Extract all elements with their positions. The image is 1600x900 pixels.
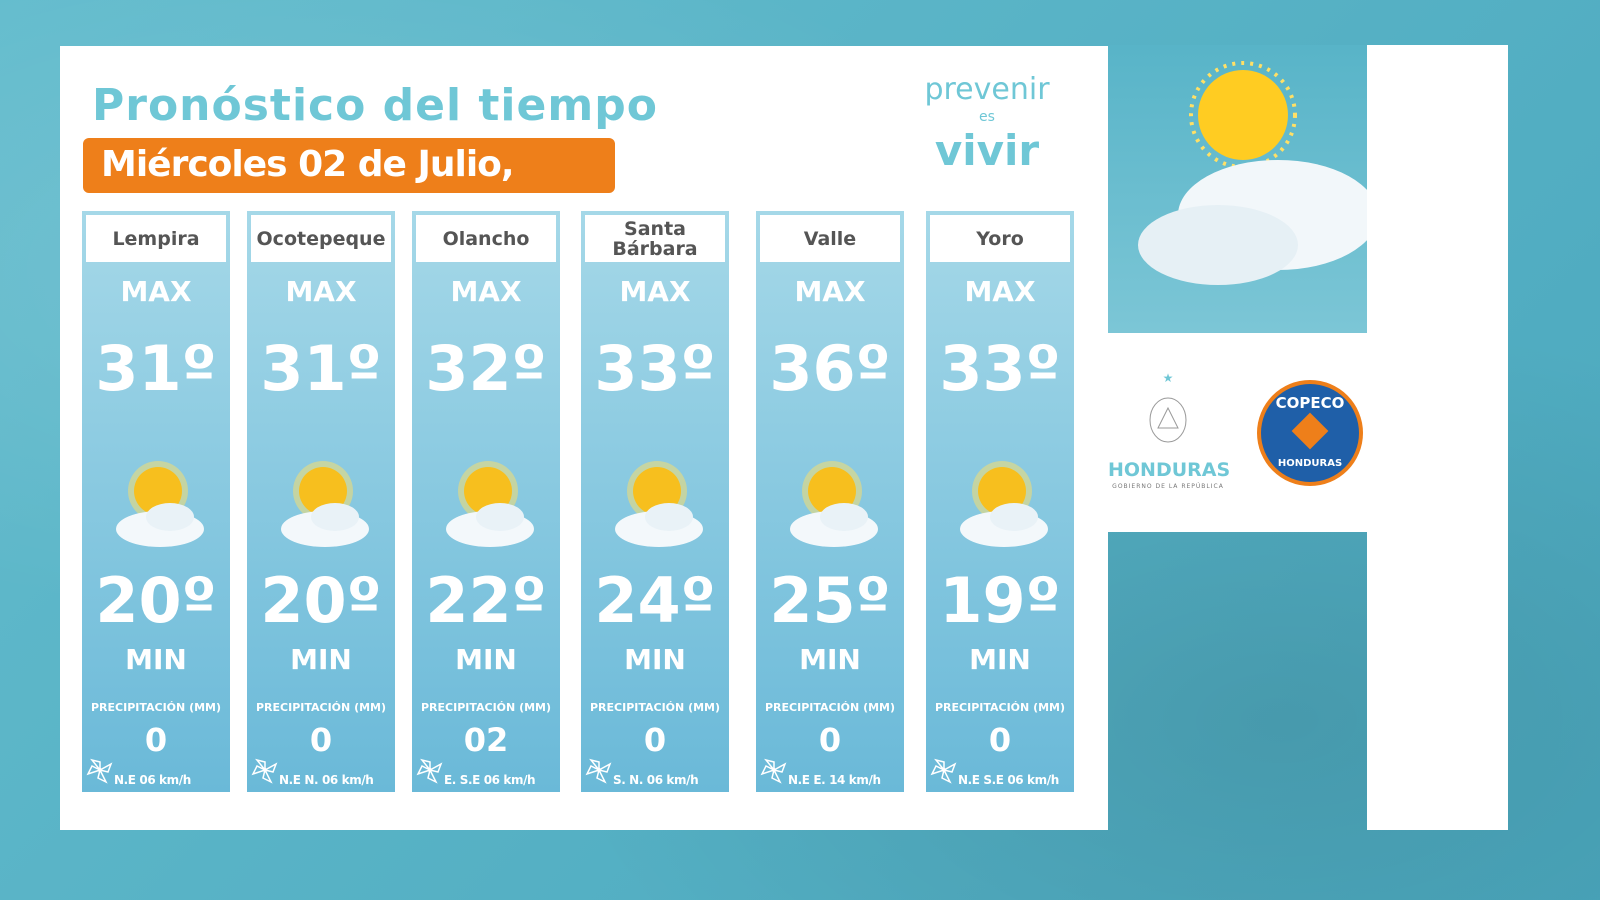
min-temp: 20º [95,564,217,637]
forecast-card: Yoro MAX 33º 19º MIN PRECIPITACIÓN (MM) … [926,211,1074,792]
logo-line: prevenir [924,72,1050,107]
precip-value: 0 [643,721,667,759]
max-label: MAX [794,275,866,308]
honduras-subtext: GOBIERNO DE LA REPÚBLICA [1112,483,1224,490]
forecast-card: Lempira MAX 31º 20º MIN PRECIPITACIÓN (M… [82,211,230,792]
max-temp: 33º [939,332,1061,405]
max-label: MAX [120,275,192,308]
pinwheel-icon [86,756,114,786]
prevenir-es-vivir-logo: prevenir es vivir [912,72,1062,176]
pinwheel-icon [251,756,279,786]
page-title: Pronóstico del tiempo [92,80,658,131]
department-name: Ocotepeque [251,215,391,262]
max-temp: 31º [260,332,382,405]
max-label: MAX [964,275,1036,308]
honduras-text: HONDURAS [1108,459,1231,481]
min-temp: 25º [769,564,891,637]
precip-value: 02 [463,721,509,759]
department-name: Santa Bárbara [585,215,725,262]
diamond-icon [1291,412,1329,450]
max-label: MAX [619,275,691,308]
min-label: MIN [290,643,352,676]
pinwheel-icon [930,756,958,786]
wind-value: N.E N. 06 km/h [279,773,374,787]
max-label: MAX [450,275,522,308]
svg-text:★: ★ [1163,371,1174,385]
min-temp: 22º [425,564,547,637]
copeco-text: COPECO [1275,394,1345,412]
min-label: MIN [455,643,517,676]
department-name: Olancho [416,215,556,262]
forecast-card: Ocotepeque MAX 31º 20º MIN PRECIPITACIÓN… [247,211,395,792]
precip-label: PRECIPITACIÓN (MM) [90,701,222,714]
date-badge: Miércoles 02 de Julio, 2025 [83,138,615,231]
min-label: MIN [969,643,1031,676]
precip-value: 0 [818,721,842,759]
wind-value: N.E 06 km/h [114,773,191,787]
wind-value: N.E S.E 06 km/h [958,773,1059,787]
coat-of-arms-icon: ★ [1149,371,1187,443]
department-name: Valle [760,215,900,262]
wind-value: E. S.E 06 km/h [444,773,536,787]
forecast-card: Valle MAX 36º 25º MIN PRECIPITACIÓN (MM)… [756,211,904,792]
precip-value: 0 [988,721,1012,759]
max-temp: 31º [95,332,217,405]
honduras-government-logo: ★ HONDURAS GOBIERNO DE LA REPÚBLICA [1108,370,1231,491]
min-label: MIN [125,643,187,676]
max-label: MAX [285,275,357,308]
min-temp: 19º [939,564,1061,637]
forecast-card: Santa Bárbara MAX 33º 24º MIN PRECIPITAC… [581,211,729,792]
pinwheel-icon [760,756,788,786]
wind-value: N.E E. 14 km/h [788,773,881,787]
precip-value: 0 [144,721,168,759]
min-temp: 24º [594,564,716,637]
precip-label: PRECIPITACIÓN (MM) [589,701,721,714]
precip-label: PRECIPITACIÓN (MM) [764,701,896,714]
max-temp: 36º [769,332,891,405]
copeco-subtext: HONDURAS [1277,458,1343,469]
right-white-bar [1367,45,1508,830]
min-temp: 20º [260,564,382,637]
sun-behind-cloud-icon [609,451,704,551]
department-name: Lempira [86,215,226,262]
logo-line: es [979,109,995,125]
precip-value: 0 [309,721,333,759]
sun-behind-cloud-icon [275,451,370,551]
sun-cloud-image [1108,45,1378,333]
max-temp: 32º [425,332,547,405]
forecast-card: Olancho MAX 32º 22º MIN PRECIPITACIÓN (M… [412,211,560,792]
pinwheel-icon [585,756,613,786]
department-name: Yoro [930,215,1070,262]
sun-behind-cloud-icon [954,451,1049,551]
logo-line: vivir [934,126,1040,175]
min-label: MIN [624,643,686,676]
precip-label: PRECIPITACIÓN (MM) [934,701,1066,714]
wind-value: S. N. 06 km/h [613,773,699,787]
sun-behind-cloud-icon [784,451,879,551]
precip-label: PRECIPITACIÓN (MM) [255,701,387,714]
sun-behind-cloud-icon [110,451,205,551]
min-label: MIN [799,643,861,676]
precip-label: PRECIPITACIÓN (MM) [420,701,552,714]
sun-behind-cloud-icon [440,451,535,551]
max-temp: 33º [594,332,716,405]
pinwheel-icon [416,756,444,786]
copeco-logo: COPECO HONDURAS [1257,380,1363,486]
